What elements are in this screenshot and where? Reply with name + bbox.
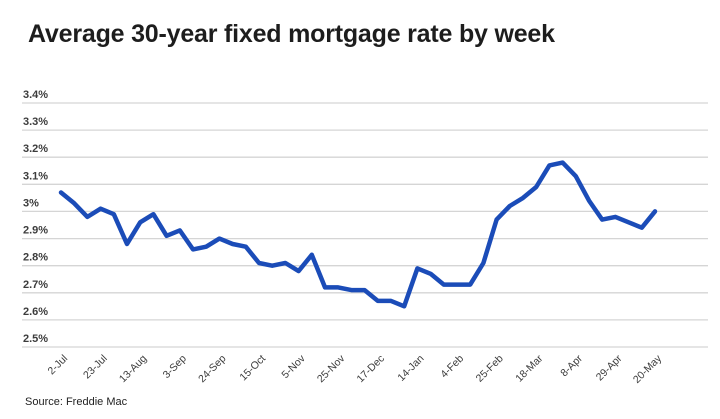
x-tick-label: 5-Nov xyxy=(279,352,308,381)
x-tick-label: 20-May xyxy=(631,352,665,386)
rate-line xyxy=(58,160,658,309)
y-tick-label: 2.5% xyxy=(23,333,48,345)
y-tick-label: 2.9% xyxy=(23,225,48,237)
x-tick-label: 25-Nov xyxy=(315,352,348,385)
x-tick-label: 18-Mar xyxy=(513,352,545,384)
x-tick-label: 3-Sep xyxy=(161,353,189,381)
x-tick-label: 15-Oct xyxy=(237,353,268,384)
x-tick-label: 23-Jul xyxy=(81,353,110,382)
x-tick-label: 14-Jan xyxy=(395,353,426,384)
x-tick-label: 24-Sep xyxy=(196,353,229,386)
y-tick-label: 3.3% xyxy=(23,116,48,128)
y-tick-label: 2.8% xyxy=(23,252,48,264)
x-tick-label: 13-Aug xyxy=(117,353,150,386)
x-tick-label: 4-Feb xyxy=(438,353,466,381)
y-tick-label: 3.2% xyxy=(23,143,48,155)
y-tick-label: 3.1% xyxy=(23,170,48,182)
source-label: Source: Freddie Mac xyxy=(25,396,128,408)
x-tick-label: 29-Apr xyxy=(594,352,625,383)
y-tick-label: 2.7% xyxy=(23,279,48,291)
y-tick-label: 3% xyxy=(23,197,39,209)
x-tick-label: 8-Apr xyxy=(558,352,585,379)
y-tick-label: 2.6% xyxy=(23,306,48,318)
x-tick-label: 2-Jul xyxy=(46,353,71,378)
y-tick-label: 3.4% xyxy=(23,89,48,101)
x-tick-label: 25-Feb xyxy=(474,353,506,385)
chart-title: Average 30-year fixed mortgage rate by w… xyxy=(28,20,555,48)
x-tick-label: 17-Dec xyxy=(354,353,386,385)
